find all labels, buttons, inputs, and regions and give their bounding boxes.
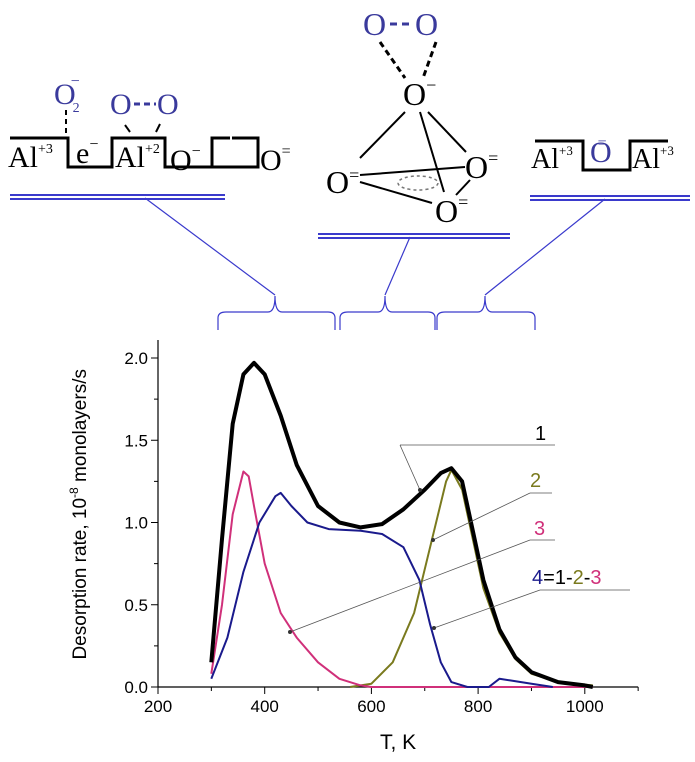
o-minus-ion: O−	[170, 143, 201, 177]
surface-profile-right	[535, 139, 668, 172]
x-tick-label: 800	[464, 697, 492, 716]
x-tick-label: 400	[251, 697, 279, 716]
surface-diagram: Al+3 e− Al+2 O− O= O2− O O O O O− O= O= …	[8, 6, 690, 239]
legend-label-4: 4=1-2-3	[532, 567, 602, 589]
y-tick-label: 1.0	[124, 514, 148, 533]
connector-braces	[144, 197, 606, 330]
series-line-3	[210, 470, 593, 688]
y-tick-label: 0.5	[124, 596, 148, 615]
annotation-leader	[432, 492, 531, 541]
electron: e−	[76, 136, 98, 170]
surface-profile-left	[10, 136, 230, 169]
annotation-leader	[399, 444, 421, 491]
o-eq-ion: O=	[260, 143, 291, 177]
o-pair-b: O	[157, 88, 179, 121]
chart-area: 200 400 600 800 1000 0.0 0.5 1.0 1.5 2.0 T, K Desor…	[67, 340, 639, 754]
x-tick-label: 600	[357, 697, 385, 716]
x-tick-label: 1000	[566, 697, 604, 716]
y-tick-label: 1.5	[124, 431, 148, 450]
x-axis-label: T, K	[380, 731, 416, 754]
right-al-b: Al+3	[632, 143, 674, 175]
y-tick-label: 0.0	[124, 678, 148, 697]
y-axis-label: Desorption rate, 10-8 monolayers/s	[67, 369, 91, 660]
center-o-minus: O−	[403, 75, 436, 112]
center-o3: O=	[435, 192, 468, 229]
annotation-arrowhead	[432, 626, 436, 630]
annotation-arrowhead	[431, 538, 435, 542]
y-tick-label: 2.0	[124, 349, 148, 368]
al2-ion: Al+2	[115, 141, 160, 174]
al3-ion: Al+3	[8, 141, 53, 174]
center-o2: O=	[465, 148, 498, 185]
center-o1: O=	[326, 164, 359, 200]
o-pair-a: O	[110, 88, 132, 121]
annotation-leader	[289, 539, 531, 633]
annotation-arrowhead	[418, 488, 422, 492]
right-al-a: Al+3	[531, 143, 573, 175]
right-o: O=	[590, 135, 612, 169]
center-o-a: O	[363, 6, 386, 42]
center-o-b: O	[415, 6, 438, 42]
x-tick-label: 200	[144, 697, 172, 716]
series-line-4	[210, 491, 553, 688]
legend-label-1: 1	[535, 423, 546, 445]
legend-label-3: 3	[534, 518, 545, 540]
superoxide-ion: O2−	[54, 73, 80, 116]
annotation-leader	[433, 589, 541, 629]
series-line-1	[209, 360, 594, 689]
legend-label-2: 2	[530, 470, 541, 492]
annotation-arrowhead	[288, 630, 292, 634]
